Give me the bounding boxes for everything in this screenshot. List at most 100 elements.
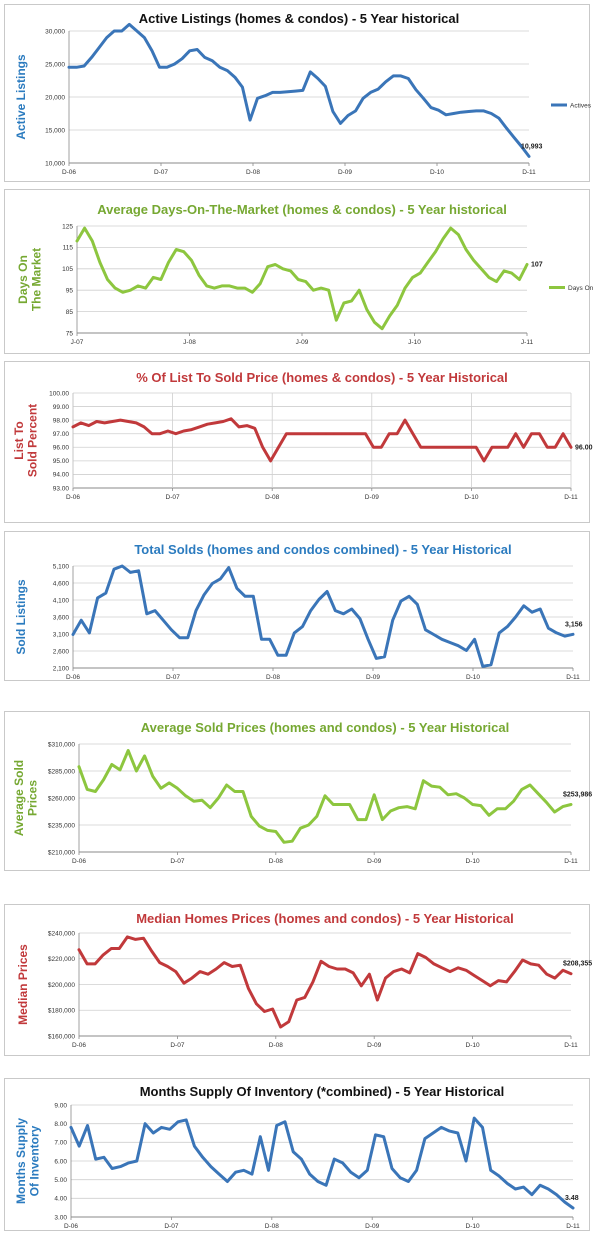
data-point — [396, 433, 398, 435]
data-point — [201, 799, 203, 801]
data-point — [252, 595, 254, 597]
data-point — [457, 234, 459, 236]
data-point — [259, 283, 261, 285]
data-point — [431, 785, 433, 787]
data-point — [530, 433, 533, 435]
data-point — [521, 788, 523, 790]
data-point — [196, 48, 198, 51]
data-point — [490, 664, 492, 666]
chart-title: Median Homes Prices (homes and condos) -… — [136, 911, 514, 926]
data-point — [511, 272, 513, 274]
data-point — [396, 304, 398, 306]
x-tick-label: D-10 — [464, 494, 478, 501]
data-point — [122, 291, 124, 293]
data-point — [170, 629, 172, 631]
data-point — [362, 97, 364, 99]
data-point — [267, 829, 269, 831]
data-point — [384, 977, 387, 979]
data-point — [234, 790, 236, 793]
data-point — [424, 629, 427, 631]
data-point — [383, 1136, 385, 1138]
x-tick-label: D-10 — [466, 1042, 480, 1049]
y-tick-label: 5,100 — [53, 563, 70, 570]
data-point — [531, 611, 533, 613]
data-point — [175, 971, 177, 973]
data-point — [390, 810, 392, 812]
data-point — [496, 808, 498, 810]
data-point — [357, 819, 359, 821]
x-tick-label: D-08 — [246, 169, 260, 176]
data-point — [325, 1184, 327, 1186]
data-point — [243, 1169, 245, 1171]
data-point — [392, 75, 394, 77]
y-tick-label: 10,000 — [45, 160, 65, 167]
data-point — [152, 775, 154, 777]
data-point — [190, 259, 192, 261]
data-label-last: $253,986 — [563, 791, 592, 798]
data-point — [158, 66, 161, 68]
y-tick-label: $210,000 — [48, 849, 75, 856]
data-point — [365, 819, 367, 821]
data-point — [152, 1132, 154, 1134]
data-point — [436, 446, 438, 448]
x-tick-label: D-08 — [269, 1042, 283, 1049]
data-point — [523, 605, 525, 607]
data-point — [428, 446, 430, 448]
data-point — [404, 419, 406, 421]
data-point — [324, 795, 326, 797]
data-point — [309, 433, 311, 435]
chart-days-on-market-svg: Average Days-On-The-Market (homes & cond… — [16, 202, 594, 346]
data-point — [473, 1117, 475, 1119]
data-point — [309, 1173, 311, 1175]
data-point — [136, 1160, 138, 1162]
series-line — [71, 564, 575, 668]
data-point — [507, 446, 509, 448]
data-point — [218, 1173, 220, 1175]
data-point — [420, 446, 422, 448]
data-point — [250, 815, 252, 817]
data-label-last: 10,993 — [521, 143, 543, 150]
x-tick-label: D-06 — [66, 494, 80, 501]
data-point — [324, 85, 326, 87]
data-point — [267, 266, 269, 268]
data-point — [547, 1188, 549, 1190]
data-point — [119, 419, 121, 421]
data-point — [495, 281, 498, 283]
data-point — [177, 1121, 179, 1123]
data-point — [128, 1162, 130, 1164]
data-point — [468, 110, 470, 113]
data-point — [203, 594, 205, 596]
data-point — [121, 30, 123, 32]
data-point — [127, 420, 129, 423]
data-point — [391, 1167, 393, 1170]
data-point — [312, 981, 314, 983]
data-point — [424, 1138, 426, 1140]
data-point — [179, 637, 181, 639]
data-point — [254, 427, 256, 429]
data-point — [385, 81, 387, 83]
data-point — [513, 971, 516, 973]
data-point — [310, 610, 312, 612]
data-point — [199, 971, 201, 973]
data-point — [383, 656, 386, 658]
chart-title: % Of List To Sold Price (homes & condos)… — [136, 370, 508, 385]
data-point — [440, 1126, 442, 1128]
data-point — [211, 582, 213, 585]
data-point — [113, 568, 115, 570]
data-point — [409, 972, 411, 974]
data-point — [344, 968, 346, 970]
series-line — [67, 22, 531, 158]
y-axis-label: Average SoldPrices — [12, 760, 39, 836]
data-point — [284, 1121, 286, 1123]
data-point — [483, 460, 485, 462]
data-point — [244, 287, 246, 289]
legend-label: Days On — [568, 285, 594, 292]
data-point — [460, 111, 462, 113]
y-tick-label: 99.00 — [53, 404, 70, 411]
data-point — [136, 30, 138, 32]
chart-months-supply: Months Supply Of Inventory (*combined) -… — [4, 1078, 590, 1231]
data-point — [472, 803, 474, 806]
data-point — [175, 433, 177, 435]
data-point — [151, 950, 153, 952]
data-point — [374, 1134, 377, 1136]
